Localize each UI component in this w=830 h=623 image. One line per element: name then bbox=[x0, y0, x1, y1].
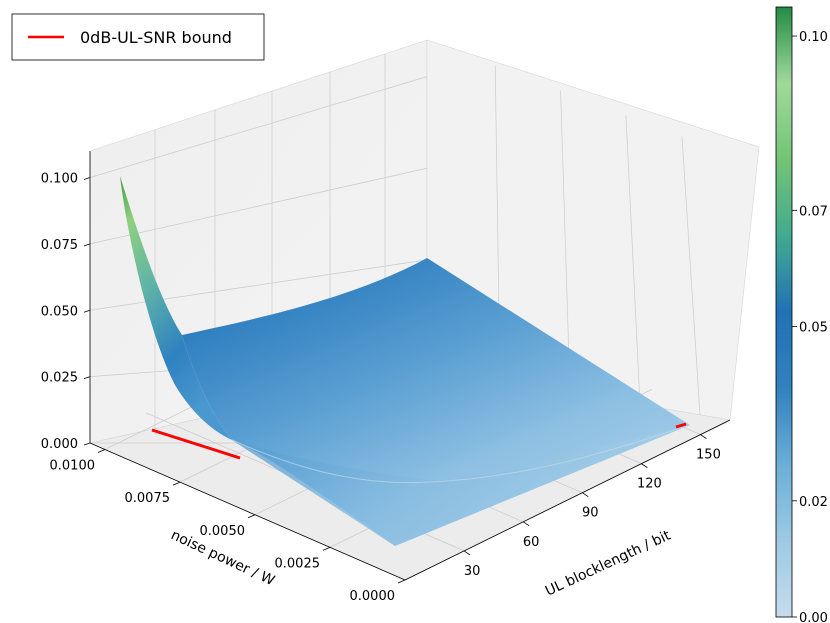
grid-line-wall-right bbox=[560, 90, 571, 393]
y-tick-label: 0.0075 bbox=[125, 491, 171, 506]
z-tick-label: 0.000 bbox=[41, 437, 78, 452]
x-tick-label: 120 bbox=[637, 477, 662, 492]
y-axis-line bbox=[89, 442, 406, 581]
surface-front-face bbox=[232, 425, 690, 546]
z-tick-label: 0.050 bbox=[41, 304, 78, 319]
y-tick-mark bbox=[397, 579, 406, 584]
x-tick-mark bbox=[641, 463, 648, 468]
z-axis-ticks: 0.000 0.025 0.050 0.075 0.100 bbox=[41, 172, 91, 452]
legend: 0dB-UL-SNR bound bbox=[11, 13, 265, 61]
y-tick-label: 0.0000 bbox=[350, 589, 396, 604]
x-tick-label: 150 bbox=[696, 448, 721, 463]
x-tick-label: 90 bbox=[582, 506, 599, 521]
z-tick-mark bbox=[83, 243, 91, 247]
axis-lines bbox=[89, 151, 731, 581]
x-axis-label: UL blocklength / bit bbox=[543, 527, 674, 599]
legend-label: 0dB-UL-SNR bound bbox=[80, 28, 232, 47]
grid-line-z bbox=[89, 167, 428, 245]
z-tick-label: 0.025 bbox=[41, 371, 78, 386]
z-tick-label: 0.100 bbox=[41, 172, 78, 187]
colorbar-ticks: 0.00 0.02 0.05 0.07 0.10 bbox=[792, 30, 828, 623]
z-tick-mark bbox=[83, 177, 91, 180]
x-tick-mark bbox=[582, 492, 589, 498]
z-tick-mark bbox=[83, 442, 91, 446]
bound-line-end bbox=[675, 422, 687, 429]
y-tick-mark bbox=[322, 547, 331, 551]
colorbar-tick-label: 0.02 bbox=[799, 495, 828, 510]
z-tick-mark bbox=[83, 376, 91, 380]
colorbar-fill bbox=[775, 6, 793, 618]
y-tick-label: 0.0025 bbox=[275, 556, 321, 571]
x-axis-ticks: 30 60 90 120 150 bbox=[463, 434, 721, 579]
z-tick-mark bbox=[83, 309, 91, 313]
y-tick-mark bbox=[172, 481, 181, 486]
surface-ridge-line bbox=[231, 424, 691, 484]
surface-plot bbox=[120, 176, 691, 546]
grid-line-wall-right bbox=[625, 115, 641, 405]
grid-line-z bbox=[89, 76, 428, 178]
colorbar: 0.00 0.02 0.05 0.07 0.10 bbox=[775, 6, 828, 623]
x-tick-label: 30 bbox=[464, 564, 481, 579]
colorbar-tick-label: 0.00 bbox=[799, 611, 828, 623]
y-tick-mark bbox=[247, 514, 256, 519]
x-tick-label: 60 bbox=[523, 535, 540, 550]
x-tick-mark bbox=[522, 521, 530, 527]
colorbar-tick-label: 0.05 bbox=[799, 321, 828, 336]
y-tick-mark bbox=[97, 449, 106, 453]
y-tick-label: 0.0050 bbox=[200, 524, 246, 539]
y-axis-ticks: 0.0000 0.0025 0.0050 0.0075 0.0100 bbox=[50, 449, 406, 604]
x-tick-mark bbox=[700, 434, 707, 439]
x-axis-line bbox=[404, 419, 731, 581]
grid-line-wall-right bbox=[681, 136, 701, 415]
bound-line bbox=[151, 428, 241, 460]
x-tick-mark bbox=[463, 550, 471, 556]
colorbar-tick-label: 0.10 bbox=[799, 30, 828, 45]
y-tick-label: 0.0100 bbox=[50, 459, 96, 474]
z-tick-label: 0.075 bbox=[41, 238, 78, 253]
colorbar-tick-label: 0.07 bbox=[799, 204, 828, 219]
